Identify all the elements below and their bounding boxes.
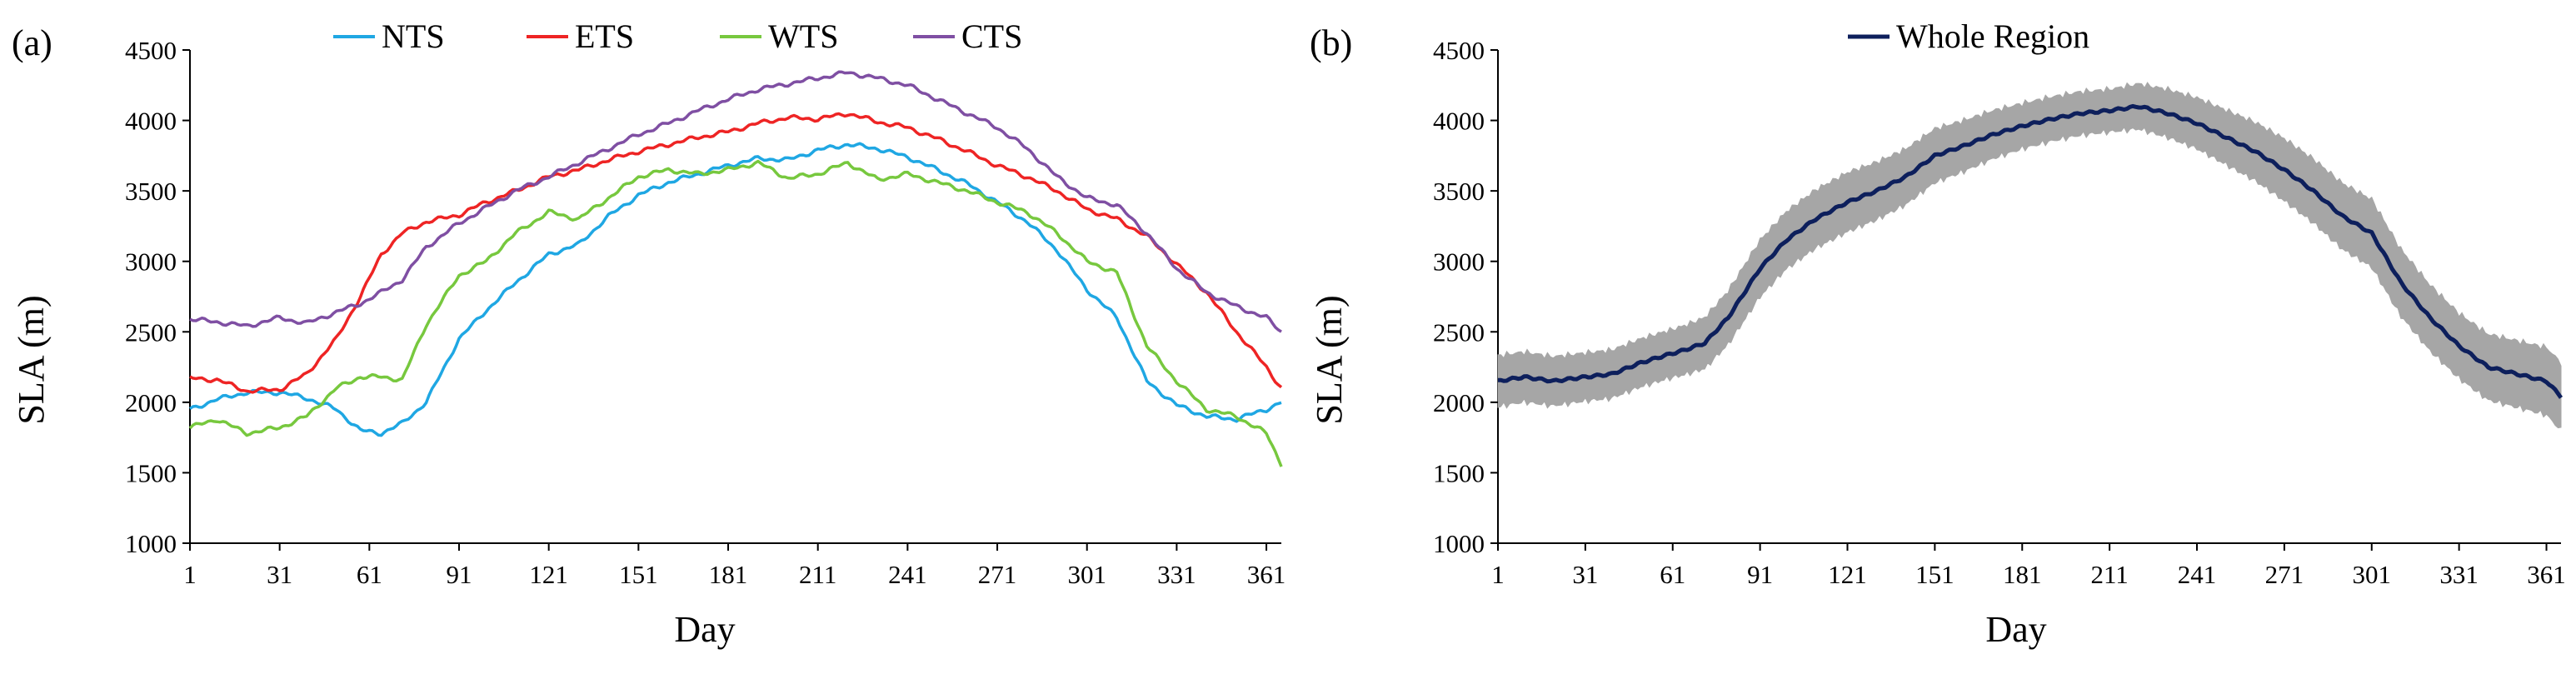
x-tick-label: 1: [183, 560, 197, 589]
x-tick-label: 31: [267, 560, 292, 589]
x-tick-label: 1: [1491, 560, 1505, 589]
panel-a-chart: (a) SLA (m) Day 1000 1500 2000 2500 3000 3500…: [11, 17, 1286, 650]
panel-a-label: (a): [12, 22, 52, 63]
x-tick-label: 301: [1067, 560, 1106, 589]
y-tick-label: 1500: [125, 458, 177, 487]
panel-b-error-band-layer: [1497, 82, 2562, 429]
series-line-ets: [189, 112, 1283, 394]
y-tick-label: 2500: [125, 317, 177, 347]
panel-a-legend: NTS ETS WTS CTS: [333, 17, 1022, 55]
legend-entry-nts: NTS: [333, 17, 445, 55]
series-line-cts: [189, 70, 1282, 333]
y-tick-label: 3000: [1433, 247, 1485, 277]
panel-b-legend: Whole Region: [1848, 17, 2089, 55]
series-line-wts: [188, 159, 1283, 467]
y-tick-label: 3500: [1433, 177, 1485, 206]
panel-a-x-ticks: 1 31 61 91 121 151 181 211 241 271 301 331 361: [183, 543, 1286, 589]
panel-b-x-ticks: 1 31 61 91 121 151 181 211 241 271 301 331 361: [1491, 543, 2566, 589]
x-tick-label: 151: [1915, 560, 1954, 589]
legend-label: NTS: [382, 17, 445, 55]
x-tick-label: 121: [529, 560, 568, 589]
x-tick-label: 271: [978, 560, 1017, 589]
y-tick-label: 1000: [1433, 529, 1485, 558]
panel-b-y-axis-title: SLA (m): [1309, 295, 1350, 424]
panel-b-label: (b): [1310, 22, 1352, 63]
error-band: [1497, 82, 2562, 429]
panel-a-series-layer: [188, 70, 1283, 467]
y-tick-label: 2500: [1433, 317, 1485, 347]
x-tick-label: 91: [1747, 560, 1773, 589]
panel-a-x-axis-title: Day: [674, 609, 735, 650]
x-tick-label: 271: [2265, 560, 2304, 589]
x-tick-label: 361: [2527, 560, 2566, 589]
panel-a-y-axis-title: SLA (m): [11, 295, 52, 424]
series-line-nts: [189, 142, 1282, 437]
panel-a-axes: [189, 50, 1281, 544]
x-tick-label: 151: [619, 560, 658, 589]
panel-b-series-layer: [1498, 103, 2564, 399]
panel-b-x-axis-title: Day: [1985, 609, 2046, 650]
y-tick-label: 2000: [125, 388, 177, 417]
legend-entry-ets: ETS: [527, 17, 634, 55]
x-tick-label: 241: [2178, 560, 2217, 589]
y-tick-label: 4500: [125, 36, 177, 65]
x-tick-label: 181: [709, 560, 748, 589]
legend-entry-whole-region: Whole Region: [1848, 17, 2089, 55]
x-tick-label: 31: [1572, 560, 1598, 589]
legend-label: WTS: [768, 17, 838, 55]
y-tick-label: 2000: [1433, 388, 1485, 417]
y-tick-label: 1000: [125, 529, 177, 558]
legend-entry-cts: CTS: [913, 17, 1022, 55]
legend-entry-wts: WTS: [720, 17, 838, 55]
legend-label: CTS: [961, 17, 1022, 55]
series-line-whole-region: [1498, 103, 2564, 399]
x-tick-label: 361: [1247, 560, 1286, 589]
y-tick-label: 3000: [125, 247, 177, 277]
x-tick-label: 211: [2090, 560, 2128, 589]
x-tick-label: 121: [1828, 560, 1867, 589]
panel-b-y-ticks: 1000 1500 2000 2500 3000 3500 4000 4500: [1433, 36, 1498, 558]
x-tick-label: 331: [2439, 560, 2479, 589]
legend-label: ETS: [575, 17, 634, 55]
x-tick-label: 61: [357, 560, 382, 589]
legend-label: Whole Region: [1896, 17, 2089, 55]
y-tick-label: 4000: [125, 107, 177, 136]
y-tick-label: 4000: [1433, 107, 1485, 136]
panel-a-y-ticks: 1000 1500 2000 2500 3000 3500 4000 4500: [125, 36, 190, 558]
y-tick-label: 3500: [125, 177, 177, 206]
panel-b-axes: [1497, 50, 2561, 544]
x-tick-label: 61: [1660, 560, 1685, 589]
x-tick-label: 181: [2003, 560, 2042, 589]
x-tick-label: 331: [1157, 560, 1196, 589]
x-tick-label: 301: [2353, 560, 2392, 589]
panel-b-chart: (b) SLA (m) Day 1000 1500 2000 2500 3000 3500…: [1309, 17, 2566, 650]
y-tick-label: 4500: [1433, 36, 1485, 65]
y-tick-label: 1500: [1433, 458, 1485, 487]
x-tick-label: 211: [799, 560, 836, 589]
x-tick-label: 241: [888, 560, 927, 589]
x-tick-label: 91: [447, 560, 472, 589]
